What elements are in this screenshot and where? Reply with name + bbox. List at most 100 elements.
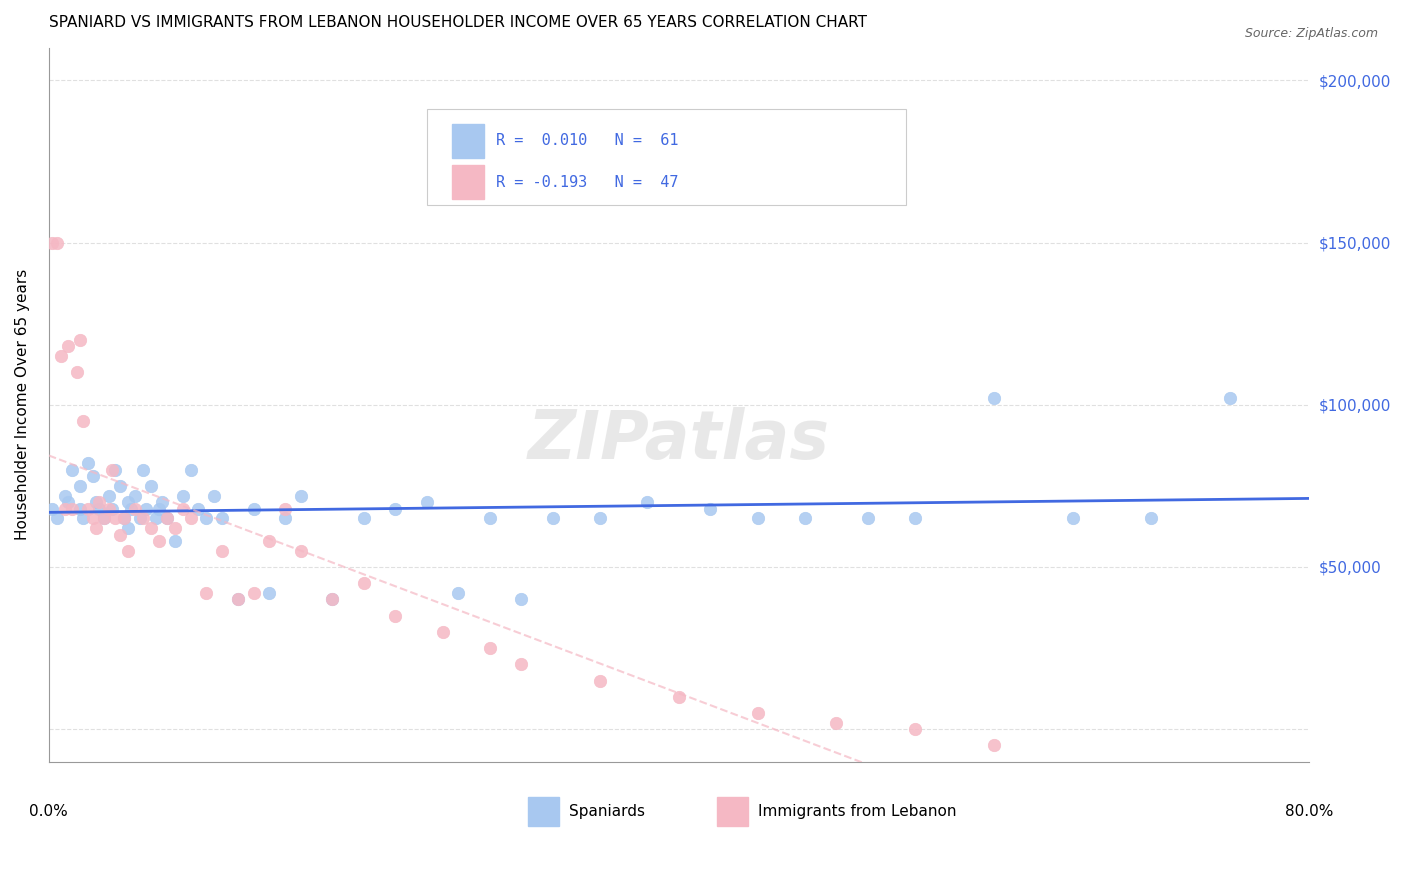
Point [148,501,170,516]
Point [510,592,533,607]
Point [97,489,120,503]
Text: 0.0%: 0.0% [30,805,67,820]
Point [290,543,312,558]
Point [89,501,111,516]
Point [163,521,186,535]
Text: Immigrants from Lebanon: Immigrants from Lebanon [758,804,956,819]
Point [45,511,67,525]
Point [129,511,152,525]
Point [589,511,612,525]
Point [104,463,127,477]
Point [45,235,67,250]
Point [56,339,79,353]
Point [180,511,202,525]
Point [478,511,501,525]
Point [353,576,375,591]
Point [983,739,1005,753]
Point [510,657,533,672]
Point [1219,391,1241,405]
Point [904,723,927,737]
Point [117,521,139,535]
Text: 80.0%: 80.0% [1285,805,1333,820]
Bar [527,797,560,826]
Point [51,349,73,363]
Point [72,511,94,525]
Y-axis label: Householder Income Over 65 years: Householder Income Over 65 years [15,269,30,541]
Point [541,511,564,525]
Point [259,586,281,600]
Point [747,706,769,720]
Point [226,592,249,607]
Point [636,495,658,509]
Point [416,495,439,509]
Point [69,333,91,347]
Point [589,673,612,688]
Point [353,511,375,525]
Point [117,495,139,509]
Point [132,463,155,477]
Point [82,511,104,525]
Point [120,501,142,516]
Bar [451,124,484,159]
Point [187,501,209,516]
Bar [451,165,484,199]
Point [148,534,170,549]
Point [145,511,167,525]
Point [274,511,297,525]
Point [124,489,146,503]
Point [195,586,218,600]
Point [66,365,89,379]
Point [983,391,1005,405]
Point [108,527,131,541]
Point [117,543,139,558]
Point [163,534,186,549]
Point [150,495,173,509]
Point [84,521,107,535]
Point [93,511,115,525]
Point [242,586,264,600]
Point [242,501,264,516]
Point [195,511,218,525]
Point [384,608,406,623]
Point [124,501,146,516]
Point [290,489,312,503]
Point [41,501,63,516]
Point [432,624,454,639]
Point [100,501,122,516]
Point [135,501,157,516]
Point [211,511,233,525]
Point [69,479,91,493]
Point [156,511,179,525]
Point [1140,511,1163,525]
Point [384,501,406,516]
Point [53,489,76,503]
Point [84,495,107,509]
Point [156,511,179,525]
Text: R = -0.193   N =  47: R = -0.193 N = 47 [496,175,679,189]
Point [172,489,194,503]
Point [60,463,83,477]
Point [93,511,115,525]
Point [82,469,104,483]
Point [478,641,501,656]
Point [112,511,135,525]
Point [72,414,94,428]
Point [321,592,343,607]
Point [259,534,281,549]
Point [108,479,131,493]
Point [172,501,194,516]
Point [211,543,233,558]
Point [447,586,470,600]
Point [699,501,721,516]
Point [904,511,927,525]
Point [97,501,120,516]
Bar [717,797,748,826]
Point [139,521,162,535]
Point [89,495,111,509]
Point [226,592,249,607]
Point [321,592,343,607]
Point [747,511,769,525]
Point [77,501,100,516]
Point [60,501,83,516]
Text: Spaniards: Spaniards [569,804,645,819]
